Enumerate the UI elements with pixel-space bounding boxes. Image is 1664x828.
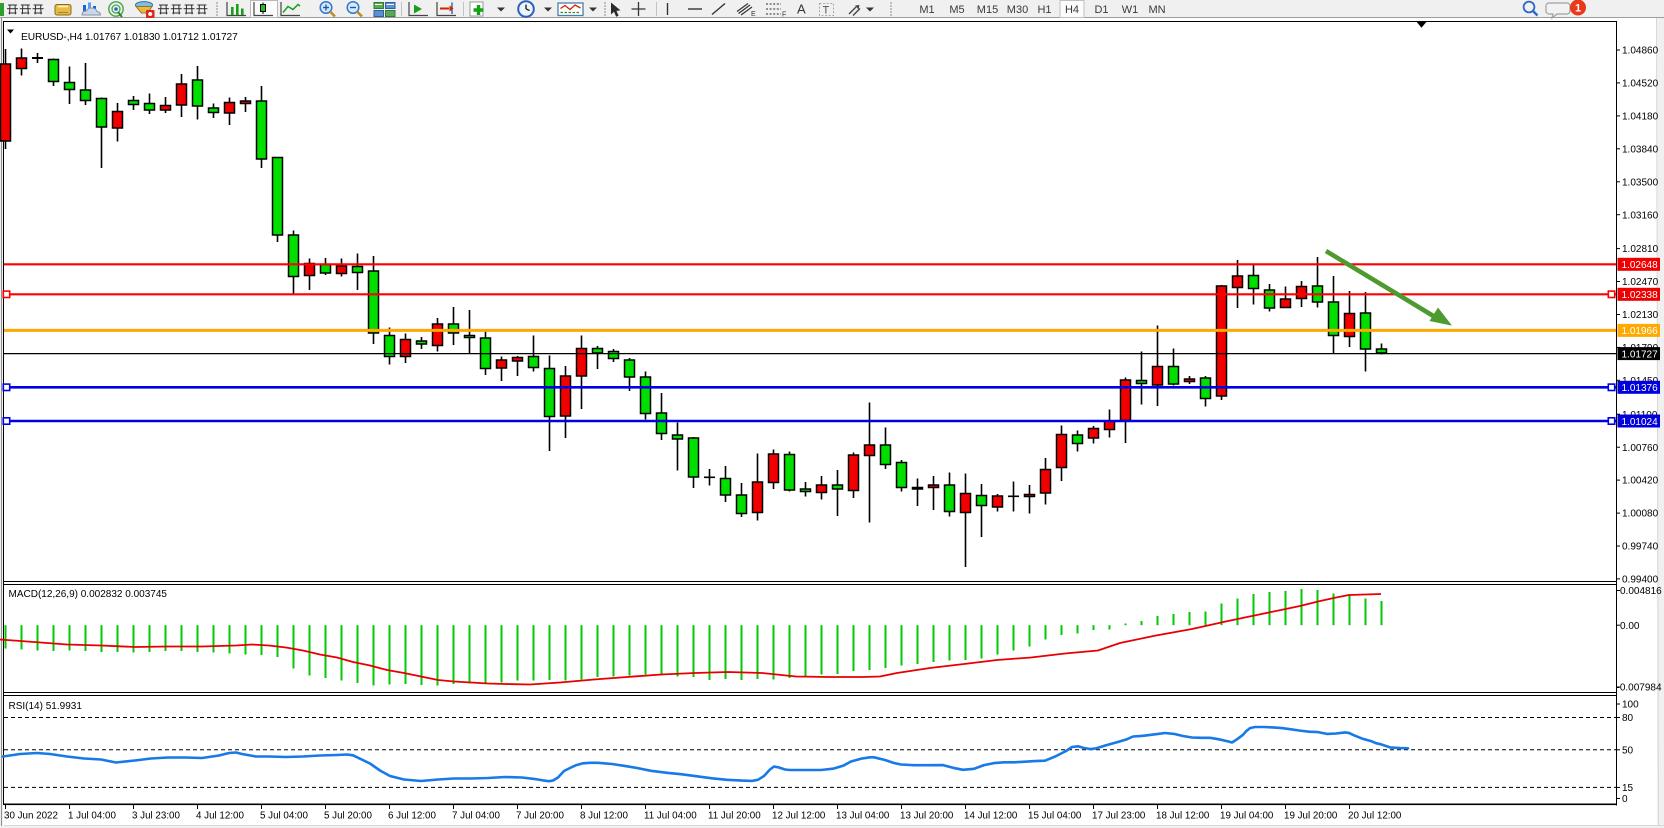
svg-text:0.99400: 0.99400	[1622, 575, 1659, 586]
svg-text:EURUSD-,H4 1.01767 1.01830 1.: EURUSD-,H4 1.01767 1.01830 1.01712 1.017…	[21, 32, 238, 43]
svg-text:15: 15	[1622, 783, 1634, 794]
svg-text:1.02470: 1.02470	[1622, 277, 1659, 288]
svg-text:20 Jul 12:00: 20 Jul 12:00	[1348, 811, 1402, 822]
svg-text:T: T	[823, 5, 830, 17]
svg-text:1.02810: 1.02810	[1622, 244, 1659, 255]
svg-text:12 Jul 12:00: 12 Jul 12:00	[772, 811, 826, 822]
svg-text:0.99740: 0.99740	[1622, 542, 1659, 553]
svg-text:13 Jul 20:00: 13 Jul 20:00	[900, 811, 954, 822]
svg-text:MN: MN	[1148, 4, 1165, 16]
svg-text:W1: W1	[1122, 4, 1139, 16]
svg-text:M1: M1	[919, 4, 934, 16]
svg-text:11 Jul 20:00: 11 Jul 20:00	[708, 811, 761, 822]
svg-text:1.03160: 1.03160	[1622, 210, 1659, 221]
svg-text:H4: H4	[1065, 4, 1079, 16]
svg-text:1.02338: 1.02338	[1622, 290, 1659, 301]
svg-text:7 Jul 04:00: 7 Jul 04:00	[452, 811, 500, 822]
svg-text:1.02648: 1.02648	[1622, 260, 1659, 271]
svg-text:D1: D1	[1094, 4, 1108, 16]
svg-text:H1: H1	[1037, 4, 1051, 16]
svg-text:100: 100	[1622, 700, 1639, 711]
svg-text:19 Jul 04:00: 19 Jul 04:00	[1220, 811, 1274, 822]
svg-text:1.00760: 1.00760	[1622, 443, 1659, 454]
svg-text:M5: M5	[949, 4, 964, 16]
svg-text:1.01376: 1.01376	[1622, 383, 1659, 394]
svg-text:1.03500: 1.03500	[1622, 177, 1659, 188]
svg-text:30 Jun 2022: 30 Jun 2022	[4, 811, 58, 822]
svg-text:1.01966: 1.01966	[1622, 326, 1659, 337]
svg-text:1.00080: 1.00080	[1622, 509, 1659, 520]
svg-text:7 Jul 20:00: 7 Jul 20:00	[516, 811, 564, 822]
svg-text:A: A	[797, 2, 806, 17]
svg-text:M15: M15	[977, 4, 998, 16]
svg-text:19 Jul 20:00: 19 Jul 20:00	[1284, 811, 1338, 822]
svg-text:14 Jul 12:00: 14 Jul 12:00	[964, 811, 1018, 822]
svg-text:0: 0	[1622, 794, 1628, 805]
svg-text:1: 1	[1575, 3, 1581, 15]
svg-text:1.01727: 1.01727	[1622, 349, 1659, 360]
svg-text:MACD(12,26,9) 0.002832 0.00374: MACD(12,26,9) 0.002832 0.003745	[9, 589, 168, 600]
svg-text:1.02130: 1.02130	[1622, 310, 1659, 321]
svg-text:18 Jul 12:00: 18 Jul 12:00	[1156, 811, 1210, 822]
svg-text:15 Jul 04:00: 15 Jul 04:00	[1028, 811, 1082, 822]
svg-text:6 Jul 12:00: 6 Jul 12:00	[388, 811, 436, 822]
svg-text:F: F	[782, 12, 786, 19]
svg-text:17 Jul 23:00: 17 Jul 23:00	[1092, 811, 1146, 822]
svg-text:1 Jul 04:00: 1 Jul 04:00	[68, 811, 116, 822]
svg-text:13 Jul 04:00: 13 Jul 04:00	[836, 811, 890, 822]
svg-text:5 Jul 04:00: 5 Jul 04:00	[260, 811, 308, 822]
svg-text:0.00: 0.00	[1620, 621, 1640, 632]
svg-text:RSI(14) 51.9931: RSI(14) 51.9931	[9, 701, 83, 712]
svg-text:1.01024: 1.01024	[1622, 417, 1659, 428]
svg-text:M30: M30	[1007, 4, 1028, 16]
svg-text:0.004816: 0.004816	[1620, 586, 1662, 597]
svg-text:1.00420: 1.00420	[1622, 476, 1659, 487]
svg-text:5 Jul 20:00: 5 Jul 20:00	[324, 811, 372, 822]
svg-text:1.04520: 1.04520	[1622, 79, 1659, 90]
svg-text:-0.007984: -0.007984	[1617, 683, 1662, 694]
svg-text:4 Jul 12:00: 4 Jul 12:00	[196, 811, 244, 822]
svg-text:80: 80	[1622, 713, 1634, 724]
svg-text:1.04180: 1.04180	[1622, 112, 1659, 123]
svg-text:11 Jul 04:00: 11 Jul 04:00	[644, 811, 697, 822]
svg-text:50: 50	[1622, 745, 1634, 756]
svg-text:E: E	[751, 11, 756, 18]
svg-text:1.03840: 1.03840	[1622, 144, 1659, 155]
svg-text:1.04860: 1.04860	[1622, 46, 1659, 57]
svg-text:8 Jul 12:00: 8 Jul 12:00	[580, 811, 628, 822]
svg-text:3 Jul 23:00: 3 Jul 23:00	[132, 811, 180, 822]
